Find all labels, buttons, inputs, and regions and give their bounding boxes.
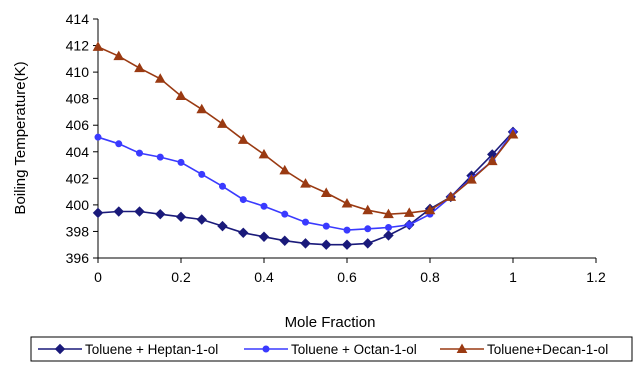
x-tick-label: 1 bbox=[509, 269, 517, 285]
series-line bbox=[97, 46, 514, 216]
x-tick-label: 0.6 bbox=[337, 269, 357, 285]
y-tick-label: 400 bbox=[66, 197, 90, 213]
legend-label: Toluene + Octan-1-ol bbox=[291, 342, 417, 357]
data-point bbox=[300, 238, 311, 249]
data-point bbox=[113, 206, 124, 217]
x-tick-label: 0 bbox=[94, 269, 102, 285]
legend-label: Toluene+Decan-1-ol bbox=[487, 342, 608, 357]
x-tick-label: 1.2 bbox=[586, 269, 606, 285]
data-point bbox=[177, 158, 185, 166]
data-point bbox=[302, 218, 309, 226]
legend: Toluene + Heptan-1-ol Toluene + Octan-1-o… bbox=[30, 336, 633, 362]
y-tick-label: 410 bbox=[66, 64, 90, 80]
legend-marker bbox=[54, 343, 66, 355]
data-point bbox=[403, 207, 415, 217]
data-point bbox=[279, 164, 291, 175]
series-1 bbox=[92, 126, 519, 250]
data-point bbox=[486, 155, 498, 166]
y-tick-label: 402 bbox=[66, 170, 90, 186]
data-point bbox=[219, 182, 226, 190]
data-point bbox=[258, 231, 270, 242]
data-point bbox=[237, 134, 249, 144]
y-tick-label: 396 bbox=[66, 250, 90, 266]
y-tick-label: 412 bbox=[66, 38, 90, 54]
data-point bbox=[405, 221, 413, 229]
data-point bbox=[341, 239, 353, 250]
data-point bbox=[424, 204, 436, 215]
legend-item: Toluene+Decan-1-ol bbox=[440, 342, 608, 357]
data-point bbox=[134, 206, 145, 217]
data-point bbox=[281, 210, 289, 218]
x-tick-label: 0.4 bbox=[254, 269, 274, 285]
data-point bbox=[217, 220, 228, 232]
data-point bbox=[94, 133, 102, 141]
data-point bbox=[341, 198, 353, 208]
data-point bbox=[362, 204, 374, 215]
y-tick-label: 398 bbox=[66, 223, 90, 239]
legend-item: Toluene + Octan-1-ol bbox=[244, 342, 417, 357]
data-point bbox=[156, 153, 164, 161]
x-tick-label: 0.8 bbox=[420, 269, 440, 285]
data-point bbox=[258, 148, 270, 159]
data-point bbox=[239, 196, 247, 204]
legend-item: Toluene + Heptan-1-ol bbox=[38, 342, 218, 357]
data-point bbox=[198, 170, 206, 178]
axes bbox=[97, 19, 596, 259]
data-point bbox=[364, 225, 372, 233]
data-point bbox=[300, 178, 311, 188]
data-point bbox=[362, 238, 373, 249]
data-point bbox=[134, 62, 145, 73]
data-point bbox=[343, 226, 351, 234]
legend-marker bbox=[456, 343, 468, 353]
series-3 bbox=[92, 41, 519, 219]
y-tick-label: 414 bbox=[66, 11, 90, 27]
data-point bbox=[238, 227, 249, 238]
data-point bbox=[155, 208, 166, 220]
data-point bbox=[175, 211, 187, 223]
data-point bbox=[92, 41, 104, 51]
data-point bbox=[507, 128, 519, 139]
series-layer bbox=[92, 41, 519, 250]
y-tick-label: 404 bbox=[66, 144, 90, 160]
x-axis-title: Mole Fraction bbox=[285, 314, 376, 331]
legend-box bbox=[30, 336, 633, 362]
y-ticks: 396 398 400 402 404 406 408 410 412 414 bbox=[66, 11, 98, 266]
data-point bbox=[92, 207, 104, 219]
data-point bbox=[466, 174, 477, 184]
data-point bbox=[322, 222, 330, 230]
y-tick-label: 408 bbox=[66, 91, 90, 107]
x-tick-label: 0.2 bbox=[171, 269, 191, 285]
y-axis-title: Boiling Temperature(K) bbox=[12, 61, 29, 214]
data-point bbox=[320, 187, 332, 197]
data-point bbox=[115, 140, 123, 148]
data-point bbox=[113, 50, 125, 61]
legend-marker bbox=[262, 345, 270, 353]
data-point bbox=[136, 149, 143, 157]
data-point bbox=[445, 191, 457, 201]
data-point bbox=[196, 214, 207, 225]
data-point bbox=[279, 235, 290, 246]
data-point bbox=[217, 118, 228, 128]
x-ticks: 0 0.2 0.4 0.6 0.8 1 1.2 bbox=[94, 258, 606, 285]
data-point bbox=[383, 208, 394, 219]
data-point bbox=[385, 223, 392, 231]
data-point bbox=[175, 90, 187, 101]
data-point bbox=[383, 230, 394, 241]
legend-label: Toluene + Heptan-1-ol bbox=[85, 342, 218, 357]
series-line bbox=[97, 131, 514, 246]
data-point bbox=[196, 103, 208, 114]
data-point bbox=[321, 239, 332, 250]
data-point bbox=[260, 202, 268, 210]
data-point bbox=[154, 73, 166, 83]
y-tick-label: 406 bbox=[66, 117, 90, 133]
